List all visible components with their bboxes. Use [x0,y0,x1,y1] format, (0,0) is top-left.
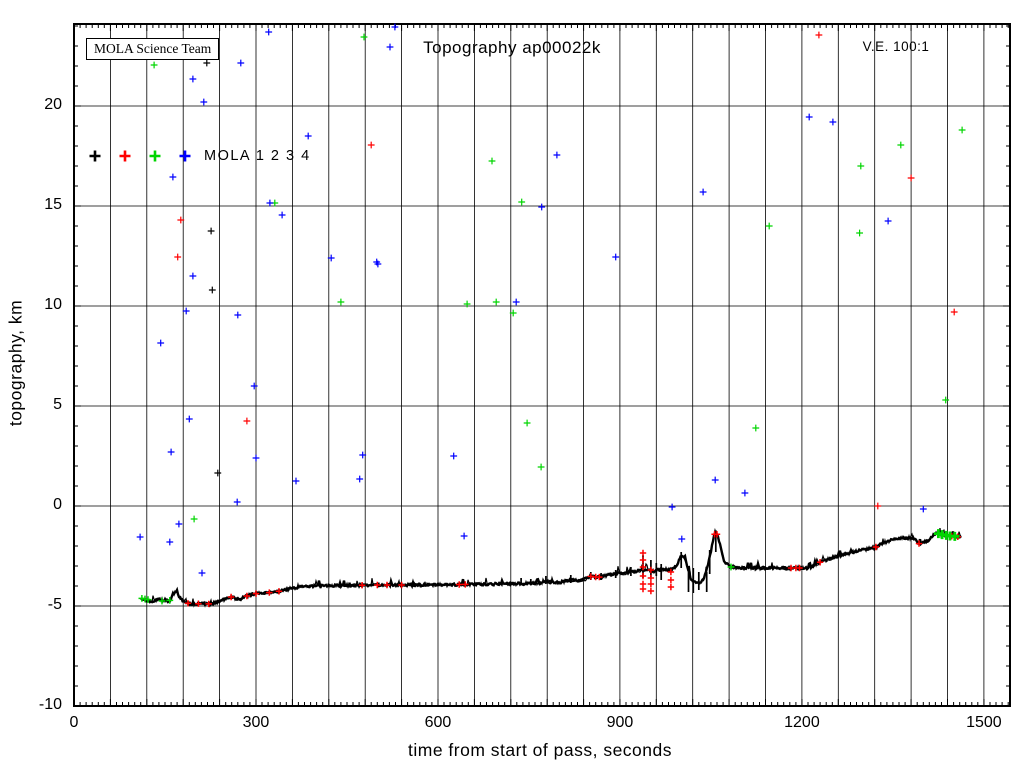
vertical-exaggeration-note: V.E. 100:1 [862,39,930,54]
x-tick-label: 1200 [784,714,820,731]
y-tick-label: 10 [44,296,62,313]
plot-frame [73,23,1011,707]
x-tick-label: 600 [424,714,452,731]
y-tick-label: 0 [53,496,62,513]
plot-title: Topography ap00022k [423,38,601,57]
legend-marker-3 [149,150,161,162]
legend-marker-2 [119,150,131,162]
mola2-track-markers [184,531,961,608]
mola3-noise-points [150,33,966,523]
y-tick-label: -5 [47,596,62,613]
credit-box: MOLA Science Team [86,38,220,60]
y-tick-label: 20 [44,96,62,113]
legend-label: MOLA 1 2 3 4 [204,148,311,164]
x-tick-label: 900 [606,714,634,731]
mola1-noise-points [203,59,222,477]
y-tick-label: 15 [44,196,62,213]
axis-ticks [74,24,1010,707]
mola4-noise-points [136,23,927,577]
y-tick-label: 5 [53,396,62,413]
legend-marker-1 [89,150,101,162]
mola2-noise-points [174,31,958,510]
x-tick-label: 0 [69,714,79,731]
legend-marker-4 [179,150,191,162]
y-tick-label: -10 [38,696,62,713]
x-axis-label: time from start of pass, seconds [407,740,673,760]
gridlines [74,24,1010,706]
x-tick-label: 1500 [966,714,1002,731]
mola3-track-markers [138,563,735,605]
x-tick-label: 300 [242,714,270,731]
mola3-end-cluster [933,529,960,541]
